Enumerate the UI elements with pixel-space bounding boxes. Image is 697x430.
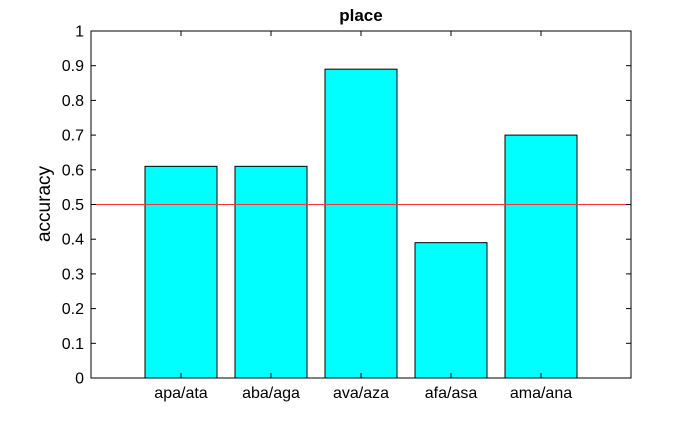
bar-afa-asa bbox=[414, 242, 488, 379]
chart-title: place bbox=[339, 6, 382, 25]
y-tick-label: 0.7 bbox=[62, 128, 84, 145]
y-tick-label: 0.2 bbox=[62, 301, 84, 318]
y-tick-label: 0 bbox=[75, 371, 84, 388]
bar-ava-aza bbox=[324, 68, 398, 379]
bars-group bbox=[144, 68, 578, 379]
y-tick-label: 0.6 bbox=[62, 162, 84, 179]
x-tick-label: ava/aza bbox=[333, 385, 389, 402]
x-ticks-group: apa/ata aba/aga ava/aza afa/asa ama/ana bbox=[154, 31, 572, 402]
y-tick-label: 0.1 bbox=[62, 336, 84, 353]
x-tick-label: aba/aga bbox=[242, 385, 300, 402]
y-axis-label: accuracy bbox=[34, 165, 55, 242]
bar-apa-ata bbox=[144, 165, 218, 379]
x-tick-label: apa/ata bbox=[154, 385, 207, 402]
bar-ama-ana bbox=[504, 134, 578, 379]
y-tick-label: 0.3 bbox=[62, 266, 84, 283]
y-tick-label: 0.4 bbox=[62, 232, 84, 249]
y-tick-label: 0.5 bbox=[62, 197, 84, 214]
x-tick-label: ama/ana bbox=[510, 385, 572, 402]
y-tick-label: 1 bbox=[75, 24, 84, 41]
y-tick-label: 0.9 bbox=[62, 58, 84, 75]
y-ticks-group: 0 0.1 0.2 0.3 0.4 0.5 0.6 0.7 0.8 0.9 1 bbox=[62, 24, 631, 388]
x-tick-label: afa/asa bbox=[425, 385, 478, 402]
bar-aba-aga bbox=[234, 165, 308, 379]
y-tick-label: 0.8 bbox=[62, 93, 84, 110]
